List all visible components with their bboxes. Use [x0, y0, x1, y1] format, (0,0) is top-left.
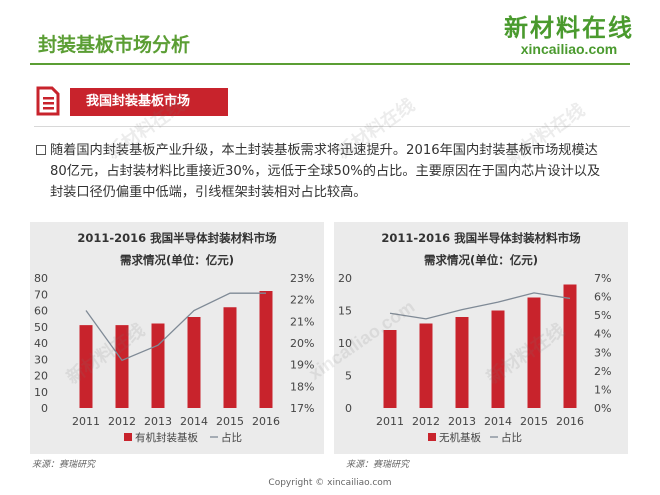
y-tick-label-left: 10 — [338, 337, 352, 350]
section-divider — [34, 126, 630, 127]
y-tick-label-right: 3% — [594, 346, 611, 359]
paragraph-line-2: 80亿元，占封装材料比重接近30%，远低于全球50%的占比。主要原因在于国内芯片… — [50, 164, 601, 179]
legend-swatch-bar — [428, 433, 436, 441]
paragraph-line-3: 封装口径仍偏重中低端，引线框架封装相对占比较高。 — [50, 185, 367, 200]
legend-swatch-bar — [124, 433, 132, 441]
bar — [527, 297, 541, 408]
chart-title: 2011-2016 我国半导体封装材料市场 — [77, 231, 277, 245]
y-tick-label-left: 20 — [34, 370, 48, 383]
brand-logo: 新材料在线 xincailiao.com — [504, 8, 634, 57]
y-tick-label-left: 60 — [34, 305, 48, 318]
ratio-line — [389, 292, 571, 320]
summary-paragraph: 随着国内封装基板产业升级，本土封装基板需求将迅速提升。2016年国内封装基板市场… — [36, 140, 636, 203]
bar — [151, 323, 165, 408]
y-tick-label-right: 18% — [290, 380, 314, 393]
chart-inorganic-substrate: 2011-2016 我国半导体封装材料市场 需求情况(单位：亿元) 0 5 10 15 20… — [334, 222, 628, 454]
bar — [455, 317, 469, 408]
y-tick-label-right: 5% — [594, 309, 611, 322]
x-tick-label: 2013 — [144, 415, 172, 428]
x-tick-label: 2015 — [520, 415, 548, 428]
y-tick-label-left: 0 — [41, 402, 48, 415]
document-list-icon — [36, 86, 60, 116]
y-tick-label-right: 6% — [594, 291, 611, 304]
y-tick-label-left: 70 — [34, 288, 48, 301]
bar — [491, 310, 505, 408]
x-tick-label: 2012 — [108, 415, 136, 428]
y-tick-label-right: 22% — [290, 294, 314, 307]
bar — [79, 325, 93, 408]
y-tick-label-right: 1% — [594, 383, 611, 396]
x-tick-label: 2013 — [448, 415, 476, 428]
ratio-line — [85, 292, 266, 362]
y-tick-label-right: 21% — [290, 315, 314, 328]
y-tick-label-left: 5 — [345, 370, 352, 383]
paragraph-line-1: 随着国内封装基板产业升级，本土封装基板需求将迅速提升。2016年国内封装基板市场… — [50, 143, 598, 158]
logo-chinese: 新材料在线 — [504, 14, 634, 42]
y-tick-label-right: 7% — [594, 272, 611, 285]
x-tick-label: 2014 — [484, 415, 512, 428]
bar — [419, 323, 433, 408]
y-tick-label-left: 10 — [34, 386, 48, 399]
chart-source-left: 来源：赛瑞研究 — [32, 460, 96, 470]
section-banner: 我国封装基板市场 — [70, 88, 228, 116]
y-tick-label-right: 19% — [290, 359, 314, 372]
legend-label-bar: 有机封装基板 — [135, 431, 198, 444]
x-tick-label: 2014 — [180, 415, 208, 428]
chart-organic-substrate: 2011-2016 我国半导体封装材料市场 需求情况(单位：亿元) 0 10 20 30 4… — [30, 222, 324, 454]
x-tick-label: 2012 — [412, 415, 440, 428]
header-divider — [30, 63, 630, 65]
bar — [383, 330, 397, 408]
y-tick-label-right: 20% — [290, 337, 314, 350]
legend-label-bar: 无机基板 — [439, 431, 481, 444]
bullet-icon — [36, 145, 46, 155]
y-tick-label-left: 50 — [34, 321, 48, 334]
y-tick-label-left: 40 — [34, 337, 48, 350]
y-tick-label-right: 17% — [290, 402, 314, 415]
chart-subtitle: 需求情况(单位：亿元) — [424, 253, 538, 267]
y-tick-label-left: 15 — [338, 305, 352, 318]
y-tick-label-right: 4% — [594, 328, 611, 341]
legend-label-line: 占比 — [501, 431, 522, 444]
copyright-text: Copyright © xincailiao.com — [268, 478, 392, 488]
y-tick-label-left: 30 — [34, 353, 48, 366]
x-tick-label: 2016 — [252, 415, 280, 428]
x-tick-label: 2016 — [556, 415, 584, 428]
legend-label-line: 占比 — [221, 431, 242, 444]
y-tick-label-left: 20 — [338, 272, 352, 285]
logo-english: xincailiao.com — [520, 41, 618, 57]
x-tick-label: 2011 — [72, 415, 100, 428]
y-tick-label-right: 0% — [594, 402, 611, 415]
chart-source-right: 来源：赛瑞研究 — [346, 460, 410, 470]
chart-title: 2011-2016 我国半导体封装材料市场 — [381, 231, 581, 245]
y-tick-label-right: 23% — [290, 272, 314, 285]
bar — [115, 325, 129, 408]
bar — [259, 291, 273, 408]
y-tick-label-left: 80 — [34, 272, 48, 285]
bar — [563, 284, 577, 408]
y-tick-label-left: 0 — [345, 402, 352, 415]
x-tick-label: 2011 — [376, 415, 404, 428]
x-tick-label: 2015 — [216, 415, 244, 428]
bar — [187, 317, 201, 408]
page-title: 封装基板市场分析 — [38, 34, 191, 56]
bar — [223, 307, 237, 408]
y-tick-label-right: 2% — [594, 365, 611, 378]
chart-subtitle: 需求情况(单位：亿元) — [120, 253, 234, 267]
